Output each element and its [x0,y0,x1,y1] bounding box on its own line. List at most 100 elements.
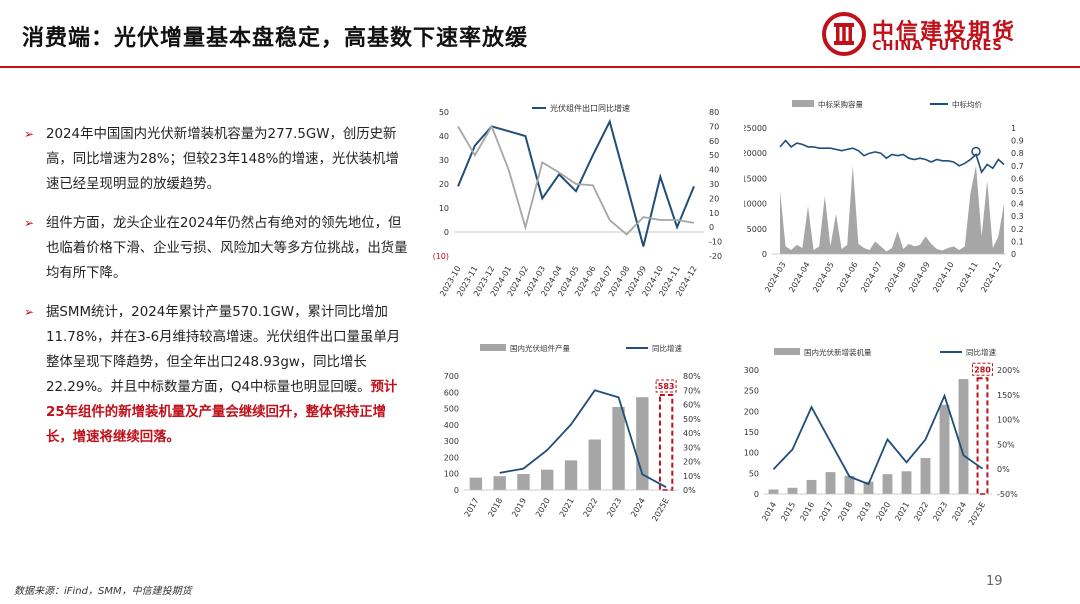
y-right-tick-label: 50% [997,440,1015,449]
x-tick-label: 2024-04 [787,261,812,294]
y-left-tick-label: 0 [454,486,459,495]
y-right-tick-label: 30% [683,443,701,452]
arrow-bullet-icon: ➢ [24,305,35,319]
x-tick-label: 2018 [486,497,504,519]
legend-label: 国内光伏组件产量 [510,343,570,353]
logo-english-name: CHINA FUTURES [872,39,1003,54]
y-right-tick-label: 20% [683,458,701,467]
page-number: 19 [986,574,1003,589]
x-tick-label: 2018 [836,501,854,523]
legend-label: 同比增速 [966,347,996,357]
y-right-tick-label: 80 [709,108,719,117]
legend-label: 中标均价 [952,99,982,109]
y-right-tick-label: 0.5 [1011,187,1024,196]
y-right-tick-label: 0.2 [1011,225,1024,234]
y-right-tick-label: 20 [709,194,719,203]
legend-label: 中标采购容量 [818,99,863,109]
y-right-tick-label: 80% [683,372,701,381]
y-right-tick-label: 30 [709,180,719,189]
y-left-tick-label: 400 [444,421,459,430]
y-left-tick-label: 0 [754,490,759,499]
x-tick-label: 2024-11 [955,261,980,294]
module-production-chart: 国内光伏组件产量 同比增速 0 100 200 300 400 500 600 700 0% 10% 2… [428,340,718,530]
y-left-tick-label: 5000 [747,225,767,234]
y-right-tick-label: 0 [709,223,714,232]
x-tick-label: 2024-10 [931,261,956,294]
series-line [457,124,695,236]
x-tick-label: 2024-08 [883,261,908,294]
x-tick-label: 2020 [534,497,552,519]
x-tick-label: 2015 [779,501,797,523]
export-growth-chart: 光伏组件出口同比增速 (10) 0 10 20 30 40 50 -20 -10 0 10 20 30 40… [414,100,736,314]
arrow-bullet-icon: ➢ [24,127,35,141]
x-tick-label: 2023 [931,501,949,523]
bar [768,489,779,494]
bar [863,481,874,494]
y-right-tick-label: -10 [709,238,722,247]
y-right-tick-label: 1 [1011,124,1016,133]
x-tick-label: 2025E [967,501,988,528]
forecast-label-box [972,362,993,376]
company-logo: 中信建投期货 CHINA FUTURES [822,12,1062,58]
bar [958,379,969,494]
logo-chinese-name: 中信建投期货 [872,20,1017,45]
y-left-tick-label: 10000 [744,200,767,209]
y-right-tick-label: 50% [683,415,701,424]
x-tick-label: 2024-12 [979,261,1004,294]
y-left-tick-label: 200 [744,407,759,416]
bar [564,460,578,490]
x-tick-label: 2022 [582,497,600,519]
bullet-text: 2024年中国国内光伏新增装机容量为277.5GW，创历史新高，同比增速为28%… [46,127,399,192]
new-installation-chart: 国内光伏新增装机量 同比增速 0 50 100 150 200 250 300 -50% 0% 50%… [740,344,1040,530]
y-left-tick-label: 50 [439,108,449,117]
y-left-tick-label: 25000 [744,124,767,133]
y-right-tick-label: 60% [683,401,701,410]
x-tick-label: 2019 [855,501,873,523]
x-tick-label: 2017 [817,501,835,523]
x-tick-label: 2024-03 [763,261,788,294]
y-left-tick-label: 50 [749,469,759,478]
y-right-tick-label: 100% [997,416,1020,425]
y-left-tick-label: 15000 [744,174,767,183]
x-tick-label: 2016 [798,501,816,523]
x-tick-label: 2021 [558,497,576,519]
legend-label: 同比增速 [652,343,682,353]
bar [612,406,625,490]
y-right-tick-label: 0.1 [1011,237,1024,246]
y-right-tick-label: 70% [683,386,701,395]
y-right-tick-label: 150% [997,391,1020,400]
y-right-tick-label: -50% [997,490,1018,499]
bar [493,476,506,490]
y-right-tick-label: -20 [709,252,722,261]
x-tick-label: 2025E [650,497,671,524]
y-left-tick-label: 500 [444,405,459,414]
forecast-bar [658,394,674,492]
y-right-tick-label: 0 [1011,250,1016,259]
bar [469,477,483,490]
x-tick-label: 2023 [605,497,623,519]
page-title: 消费端：光伏增量基本盘稳定，高基数下速率放缓 [22,26,529,51]
highlight-marker [971,146,981,157]
bar [920,458,931,494]
x-tick-label: 2024 [629,497,647,519]
y-right-tick-label: 70 [709,122,719,131]
y-left-tick-label: 700 [444,372,459,381]
y-right-tick-label: 50 [709,151,719,160]
y-right-tick-label: 40 [709,166,719,175]
data-source: 数据来源：iFind，SMM，中信建投期货 [14,586,192,597]
bar [588,439,601,490]
bar [844,475,855,494]
forecast-value-label: 583 [658,382,675,391]
forecast-value-label: 280 [974,365,991,374]
y-right-tick-label: 0.6 [1011,174,1024,183]
bar [517,474,530,490]
y-right-tick-label: 0% [683,486,696,495]
legend-swatch [480,344,506,351]
y-right-tick-label: 10% [683,472,701,481]
bullet-list: ➢ 2024年中国国内光伏新增装机容量为277.5GW，创历史新高，同比增速为28… [24,122,408,464]
y-left-tick-label: 10 [439,204,449,213]
header-divider [0,66,1080,68]
arrow-bullet-icon: ➢ [24,216,35,230]
y-left-tick-label: 150 [744,428,759,437]
y-right-tick-label: 0.3 [1011,212,1024,221]
